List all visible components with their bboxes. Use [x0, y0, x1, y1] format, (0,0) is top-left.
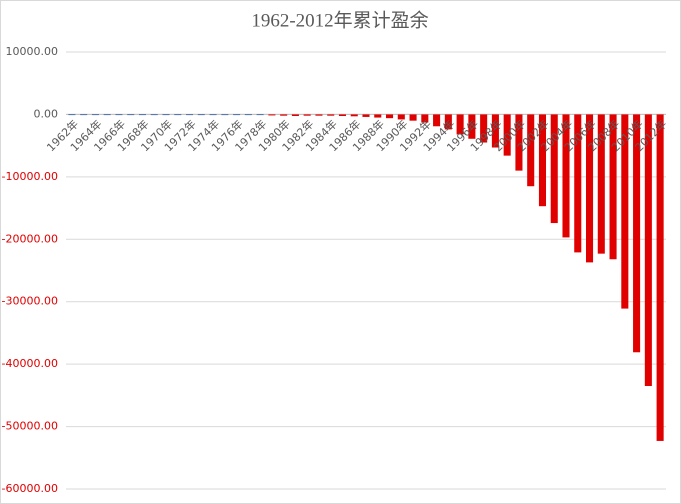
bar	[174, 114, 182, 116]
chart-title: 1962-2012年累计盈余	[251, 9, 428, 31]
bar	[80, 114, 88, 116]
bar	[268, 114, 276, 116]
y-tick-label: -50000.00	[2, 420, 58, 433]
bar	[209, 114, 217, 116]
y-tick-label: 10000.00	[6, 45, 59, 58]
bar	[456, 114, 464, 135]
bar	[550, 114, 558, 224]
bar	[244, 114, 252, 116]
y-tick-label: -60000.00	[2, 482, 58, 495]
bar	[644, 114, 652, 386]
bar	[468, 114, 476, 139]
bar	[421, 114, 429, 123]
bar	[162, 114, 170, 116]
y-tick-label: 0.00	[34, 107, 59, 120]
bar	[538, 114, 546, 207]
bar	[409, 114, 417, 121]
bar	[586, 114, 594, 263]
bar	[327, 114, 335, 116]
bar	[197, 114, 205, 116]
bar	[350, 114, 358, 117]
y-tick-label: -10000.00	[2, 170, 58, 183]
bar	[609, 114, 617, 260]
bar	[574, 114, 582, 253]
bar	[91, 114, 99, 116]
bar	[374, 114, 382, 118]
y-tick-label: -30000.00	[2, 295, 58, 308]
bar	[633, 114, 641, 353]
bar	[291, 114, 299, 116]
bar	[491, 114, 499, 148]
bar	[115, 114, 123, 116]
bar	[256, 114, 264, 116]
bar	[186, 114, 194, 116]
bar	[68, 114, 76, 116]
bar	[127, 114, 135, 116]
bar	[280, 114, 288, 116]
bar	[480, 114, 488, 143]
bar	[233, 114, 241, 116]
bar	[562, 114, 570, 238]
y-tick-label: -20000.00	[2, 232, 58, 245]
bar	[221, 114, 229, 116]
bar	[103, 114, 111, 116]
bar	[303, 114, 311, 116]
bar	[527, 114, 535, 187]
bar	[621, 114, 629, 309]
bar	[397, 114, 405, 120]
bar	[138, 114, 146, 116]
bar	[444, 114, 452, 130]
bar	[515, 114, 523, 171]
bar	[338, 114, 346, 116]
bar	[315, 114, 323, 116]
bar	[433, 114, 441, 127]
bar	[150, 114, 158, 116]
bar	[656, 114, 664, 441]
bar	[386, 114, 394, 119]
bar	[503, 114, 511, 156]
bar	[597, 114, 605, 254]
y-tick-label: -40000.00	[2, 357, 58, 370]
bar	[362, 114, 370, 117]
